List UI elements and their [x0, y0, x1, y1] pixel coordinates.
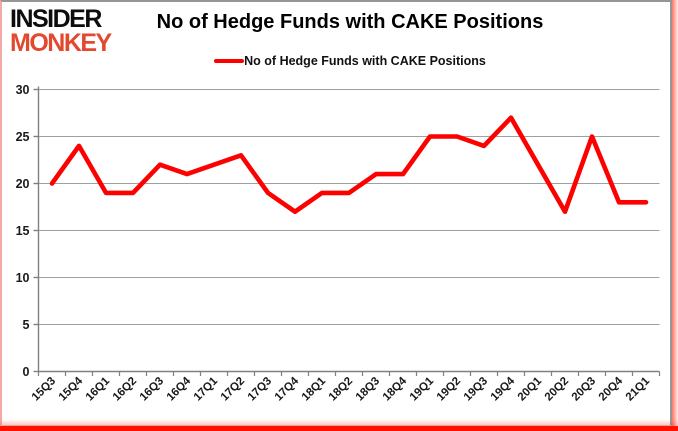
chart-title: No of Hedge Funds with CAKE Positions	[156, 11, 544, 33]
svg-text:16Q2: 16Q2	[111, 375, 139, 403]
svg-text:16Q3: 16Q3	[138, 375, 166, 403]
svg-text:15: 15	[16, 224, 30, 238]
svg-text:18Q2: 18Q2	[327, 375, 355, 403]
svg-text:19Q1: 19Q1	[408, 375, 437, 404]
svg-text:17Q1: 17Q1	[192, 375, 221, 404]
svg-text:18Q1: 18Q1	[300, 375, 329, 404]
legend-label: No of Hedge Funds with CAKE Positions	[244, 54, 486, 68]
svg-text:10: 10	[16, 271, 30, 285]
logo-line-insider: INSIDER	[10, 5, 102, 33]
svg-text:20: 20	[16, 177, 30, 191]
svg-text:17Q4: 17Q4	[273, 375, 302, 404]
svg-text:0: 0	[23, 365, 30, 379]
svg-text:20Q4: 20Q4	[597, 375, 626, 404]
svg-text:16Q1: 16Q1	[84, 375, 113, 404]
svg-text:19Q4: 19Q4	[489, 375, 518, 404]
logo-line-monkey: MONKEY	[10, 29, 112, 57]
svg-text:17Q3: 17Q3	[246, 375, 274, 403]
svg-text:15Q3: 15Q3	[30, 375, 58, 403]
svg-text:25: 25	[16, 130, 30, 144]
svg-text:19Q2: 19Q2	[435, 375, 463, 403]
svg-text:20Q3: 20Q3	[570, 375, 598, 403]
svg-text:15Q4: 15Q4	[57, 375, 86, 404]
svg-text:19Q3: 19Q3	[462, 375, 490, 403]
svg-text:20Q2: 20Q2	[543, 375, 571, 403]
svg-text:30: 30	[16, 83, 30, 97]
svg-text:18Q3: 18Q3	[354, 375, 382, 403]
insider-monkey-logo: INSIDER MONKEY	[10, 5, 112, 57]
svg-text:18Q4: 18Q4	[381, 375, 410, 404]
svg-text:16Q4: 16Q4	[165, 375, 194, 404]
chart-legend: No of Hedge Funds with CAKE Positions	[22, 53, 678, 69]
svg-text:20Q1: 20Q1	[516, 375, 545, 404]
svg-text:17Q2: 17Q2	[219, 375, 247, 403]
svg-text:21Q1: 21Q1	[624, 375, 653, 404]
svg-text:5: 5	[23, 318, 30, 332]
legend-line-swatch	[214, 58, 245, 64]
